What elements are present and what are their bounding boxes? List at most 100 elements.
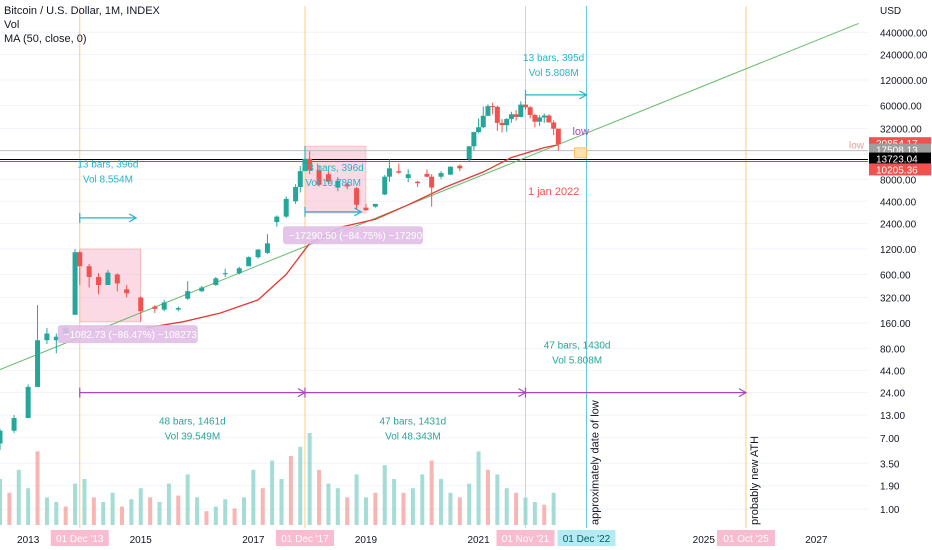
candle [405,174,411,179]
y-tick-label: 120000.00 [880,76,928,87]
date-badge-label: 01 Dec '13 [56,534,104,545]
candle [354,188,360,205]
candle [199,287,205,292]
candle [438,173,444,177]
date-badge-label: 01 Dec '22 [563,534,611,545]
y-tick-label: 440000.00 [880,28,928,39]
price-label: 10205.36 [876,165,918,176]
volume-bar [26,488,31,525]
y-tick-label: 32000.00 [880,124,922,135]
candle [335,180,341,188]
candle [246,257,252,267]
price-label-box [869,163,931,176]
drawdown-label: −17290.50 (−84.75%) −1729050 [289,231,434,242]
volume-bar [148,497,153,525]
volume-bar [279,479,284,525]
candle [490,106,496,108]
volume-bar [16,469,21,525]
measure-arrow [579,90,588,100]
volume-bar [157,502,162,525]
price-label-box [869,152,931,165]
y-tick-label: 8000.00 [880,175,917,186]
measure-volume-label: Vol 48.343M [385,432,441,443]
candle [152,306,158,309]
y-tick-label: 13.00 [880,411,905,422]
volume-bar [307,433,312,525]
volume-bar [260,488,265,525]
volume-bar [298,446,303,525]
vertical-annotation: approximately date of low [589,400,601,525]
candle [508,114,514,119]
price-label: 17508.13 [876,146,918,157]
volume-bar [232,508,237,525]
volume-bar [410,488,415,525]
measure-arrow [128,213,138,223]
measure-volume-label: Vol 19.788M [305,178,361,189]
y-tick-label: 80.00 [880,344,905,355]
drawdown-label: −1082.73 (−86.47%) −108273 [64,330,198,341]
date-badge [557,530,616,546]
date-badge-label: 01 Oct '25 [723,534,769,545]
candle [222,273,228,275]
bear-zone [79,248,142,323]
candle [546,115,552,123]
volume-bar [176,495,181,525]
volume-bar [223,499,228,525]
x-tick-label: 2013 [17,535,40,546]
measure-bars-label: 13 bars, 396d [77,160,138,171]
volume-bar [119,506,124,525]
candle [382,176,388,195]
candle [25,386,31,419]
low-marker [574,147,587,159]
y-tick-label: 1.90 [880,482,900,493]
candle [236,268,242,274]
candle [255,249,261,258]
candle [386,168,392,177]
volume-bar [457,497,462,525]
candle [499,122,505,126]
candle [494,106,500,123]
volume-bar [73,483,78,525]
candle [527,107,533,115]
candle [476,127,482,133]
candle [124,289,130,294]
candle [485,106,491,116]
y-tick-label: 320.00 [880,294,911,305]
volume-bar [204,511,209,525]
candle [293,186,299,202]
volume-bar [185,474,190,525]
candle [363,207,369,211]
measure-arrow [353,207,363,217]
candle [513,114,519,117]
candle [72,252,78,315]
measure-volume-label: Vol 5.808M [552,355,602,366]
date-badge [275,530,334,546]
volume-bar [532,502,537,525]
volume-bar [551,492,556,525]
candle [175,308,181,310]
volume-bar [82,479,87,525]
x-tick-label: 2027 [805,535,828,546]
candle [532,114,538,122]
date-badge [50,530,109,546]
chart-title: Bitcoin / U.S. Dollar, 1M, INDEX [4,5,161,17]
candle [44,333,50,341]
volume-bar [44,497,49,525]
candle [283,198,289,217]
measure-bars-label: 48 bars, 1461d [159,417,226,428]
x-tick-label: 2021 [467,535,490,546]
volume-bar [485,469,490,525]
volume-bar [335,488,340,525]
candle [264,243,270,253]
volume-bar [195,497,200,525]
candle [11,418,17,431]
volume-bar [495,474,500,525]
y-tick-label: 3.50 [880,459,900,470]
candle [447,166,453,175]
x-tick-label: 2019 [355,535,378,546]
volume-bar [0,479,2,525]
drawdown-box [282,226,423,245]
candle [522,104,528,108]
